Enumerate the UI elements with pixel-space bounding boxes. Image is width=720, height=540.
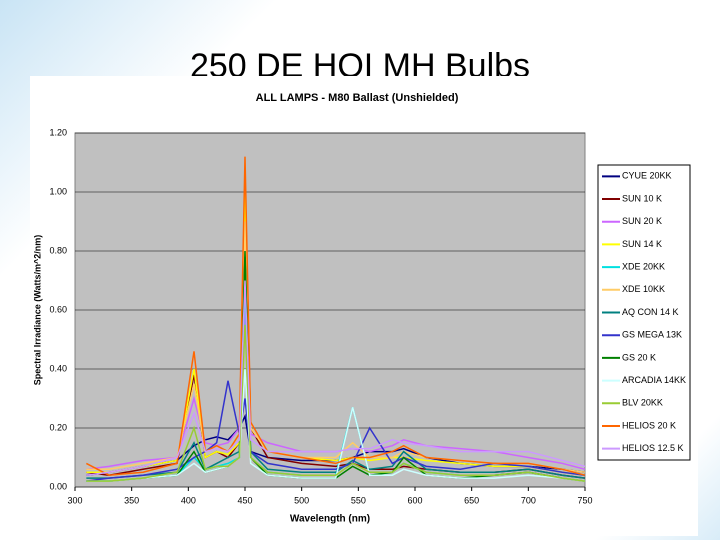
y-tick-label: 0.80 <box>49 245 67 255</box>
legend-label: GS 20 K <box>622 352 656 362</box>
x-axis-label: Wavelength (nm) <box>290 514 370 525</box>
x-tick-label: 700 <box>521 495 536 505</box>
x-tick-label: 650 <box>464 495 479 505</box>
series-line <box>86 309 586 471</box>
series-line <box>86 280 586 476</box>
legend-label: HELIOS 20 K <box>622 420 676 430</box>
x-tick-label: 350 <box>124 495 139 505</box>
x-tick-label: 750 <box>577 495 592 505</box>
y-tick-label: 1.20 <box>49 127 67 137</box>
legend-label: GS MEGA 13K <box>622 330 682 340</box>
series-line <box>86 256 586 479</box>
legend-label: XDE 20KK <box>622 261 665 271</box>
series-line <box>85 156 586 476</box>
legend-label: HELIOS 12.5 K <box>622 443 684 453</box>
x-tick-label: 300 <box>67 495 82 505</box>
legend-label: CYUE 20KK <box>622 171 672 181</box>
x-tick-label: 450 <box>237 495 252 505</box>
x-tick-label: 400 <box>181 495 196 505</box>
x-tick-label: 550 <box>351 495 366 505</box>
legend-label: XDE 10KK <box>622 284 665 294</box>
y-tick-label: 0.00 <box>49 481 67 491</box>
legend-label: SUN 14 K <box>622 239 662 249</box>
x-tick-label: 500 <box>294 495 309 505</box>
legend-label: AQ CON 14 K <box>622 307 679 317</box>
y-axis-label: Spectral Irradiance (Watts/m^2/nm) <box>32 235 42 385</box>
legend-label: ARCADIA 14KK <box>622 375 686 385</box>
y-tick-label: 0.40 <box>49 363 67 373</box>
series-line <box>86 368 586 482</box>
series-line <box>86 324 586 482</box>
series-line <box>86 380 586 482</box>
y-tick-label: 0.20 <box>49 422 67 432</box>
x-tick-label: 600 <box>407 495 422 505</box>
y-tick-label: 1.00 <box>49 186 67 196</box>
legend-label: BLV 20KK <box>622 398 663 408</box>
legend-label: SUN 10 K <box>622 193 662 203</box>
legend-label: SUN 20 K <box>622 216 662 226</box>
y-tick-label: 0.60 <box>49 304 67 314</box>
chart-title: ALL LAMPS - M80 Ballast (Unshielded) <box>256 92 459 104</box>
